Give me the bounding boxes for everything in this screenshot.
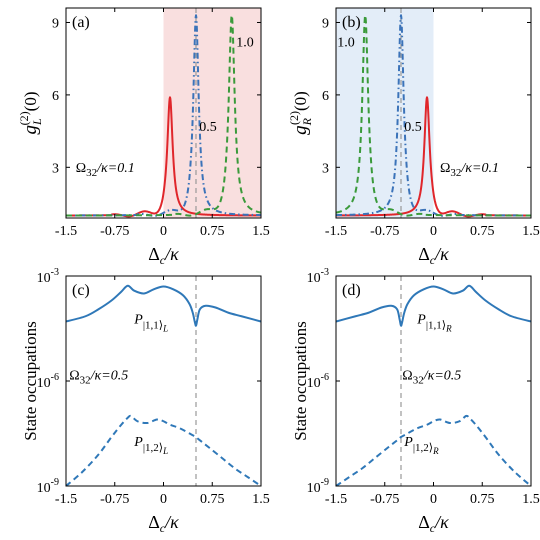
x-tick-label: 0.75: [470, 224, 495, 239]
annotation: Ω32/κ=0.5: [69, 368, 128, 386]
annotation: 1.0: [236, 36, 254, 51]
annotation: P|1,1⟩L: [133, 312, 168, 333]
annotation: P|1,2⟩L: [133, 435, 168, 456]
x-tick-label: -0.75: [370, 492, 399, 507]
y-tick-label: 10-3: [307, 267, 329, 286]
annotation: P|1,1⟩R: [416, 312, 452, 333]
y-tick-label: 3: [52, 161, 59, 176]
x-tick-label: 0.75: [200, 224, 225, 239]
series-line-2: [66, 14, 261, 217]
shaded-region: [336, 8, 434, 218]
y-tick-label: 10-6: [307, 372, 329, 391]
x-tick-label: 0.75: [200, 492, 225, 507]
y-tick-label: 10-9: [37, 477, 59, 496]
x-tick-label: 1.5: [252, 492, 270, 507]
y-axis-label: gL(2)(0): [17, 91, 44, 134]
annotation: 0.5: [404, 120, 422, 135]
y-axis-label: State occupations: [21, 321, 40, 440]
x-tick-label: 0: [160, 492, 167, 507]
x-tick-label: -0.75: [100, 492, 129, 507]
x-tick-label: -1.5: [55, 492, 77, 507]
annotation: 1.0: [337, 36, 355, 51]
x-tick-label: -1.5: [325, 224, 347, 239]
y-axis-label: gR(2)(0): [287, 91, 314, 135]
x-axis-label: Δc/κ: [148, 512, 179, 535]
y-tick-label: 10-3: [37, 267, 59, 286]
y-tick-label: 9: [52, 16, 59, 31]
y-tick-label: 10-6: [37, 372, 59, 391]
x-tick-label: 0: [160, 224, 167, 239]
series-line-1: [66, 414, 261, 486]
x-axis-label: Δc/κ: [418, 512, 449, 535]
series-line-2: [336, 14, 531, 217]
y-axis-label: State occupations: [291, 321, 310, 440]
panel-a: -1.5 -0.75 0 0.75 1.5 3 6 9 Δc/κ gL(2)(0) (a) Ω32/κ…: [17, 7, 270, 267]
annotation: Ω32/κ=0.5: [402, 368, 461, 386]
panel-c: -1.5 -0.75 0 0.75 1.5 10-9 10-6 10-3 Δc/κ State o…: [21, 267, 270, 535]
x-tick-label: 1.5: [522, 224, 540, 239]
y-tick-label: 6: [52, 89, 59, 104]
annotation: 0.5: [199, 120, 217, 135]
x-tick-label: 0.75: [470, 492, 495, 507]
panel-label: (c): [72, 282, 90, 299]
x-tick-label: 0: [430, 224, 437, 239]
panel-label: (b): [342, 14, 361, 31]
x-tick-label: 1.5: [522, 492, 540, 507]
x-tick-label: 0: [430, 492, 437, 507]
annotation: Ω32/κ=0.1: [440, 161, 499, 179]
annotation: Ω32/κ=0.1: [76, 161, 135, 179]
y-tick-label: 6: [322, 89, 329, 104]
series-line-1: [336, 14, 531, 217]
x-tick-label: 1.5: [252, 224, 270, 239]
panel-label: (a): [72, 14, 90, 31]
panel-b: -1.5 -0.75 0 0.75 1.5 3 6 9 Δc/κ gR(2)(0) (b) Ω32/κ…: [287, 7, 540, 267]
x-axis-label: Δc/κ: [418, 244, 449, 267]
shaded-region: [163, 8, 261, 218]
x-tick-label: -1.5: [55, 224, 77, 239]
x-axis-label: Δc/κ: [148, 244, 179, 267]
x-tick-label: -1.5: [325, 492, 347, 507]
x-tick-label: -0.75: [100, 224, 129, 239]
series-line-0: [336, 284, 531, 327]
series-line-0: [66, 284, 261, 327]
series-line-1: [336, 414, 531, 486]
y-tick-label: 10-9: [307, 477, 329, 496]
y-tick-label: 9: [322, 16, 329, 31]
annotation: P|1,2⟩R: [403, 435, 439, 456]
y-tick-label: 3: [322, 161, 329, 176]
x-tick-label: -0.75: [370, 224, 399, 239]
panel-label: (d): [342, 282, 361, 299]
panel-d: -1.5 -0.75 0 0.75 1.5 10-9 10-6 10-3 Δc/κ State o…: [291, 267, 540, 535]
